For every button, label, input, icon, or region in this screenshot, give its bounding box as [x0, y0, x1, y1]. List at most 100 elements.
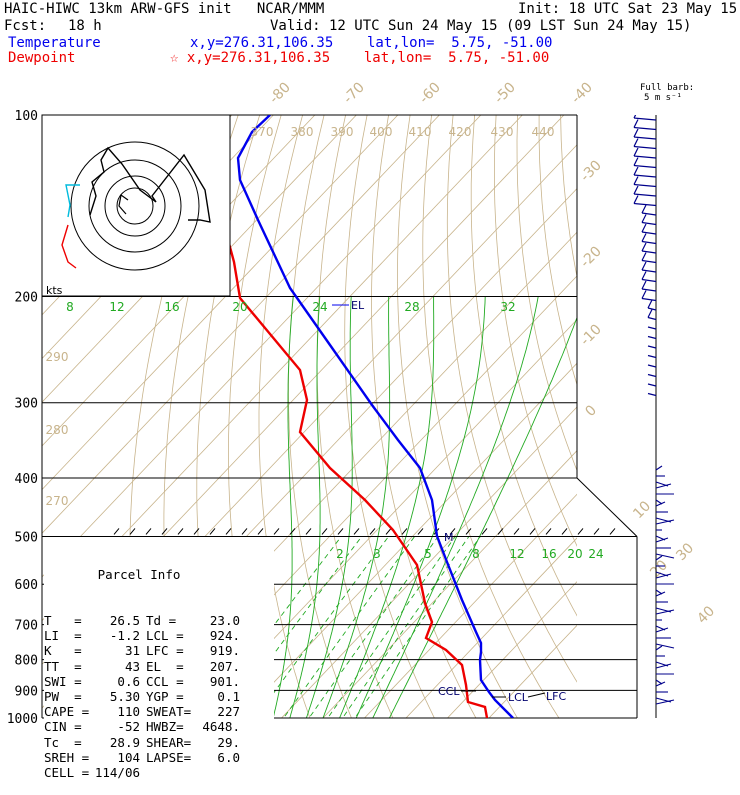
dry-adiabat: [289, 87, 357, 730]
isotherm-label: -70: [340, 79, 367, 106]
wind-barb: [648, 365, 656, 367]
parcel-info-cell: CIN =: [44, 719, 92, 734]
parcel-info-cell: SREH =: [44, 750, 92, 765]
level-tick: [466, 528, 471, 534]
mixing-ratio-label: 20: [567, 547, 582, 561]
wind-barb-flag: [642, 281, 646, 289]
isotherm: [269, 87, 740, 730]
level-tick: [130, 528, 135, 534]
level-tick: [322, 528, 327, 534]
wind-barb: [648, 356, 656, 358]
parcel-info-cell: PW =: [44, 689, 92, 704]
isotherm-label: 40: [694, 603, 718, 627]
mixing-ratio-label: 3: [373, 547, 381, 561]
parcel-info-cell: 114/06: [92, 765, 140, 780]
isotherm-label: -20: [577, 243, 604, 270]
wind-barb-flag: [634, 186, 638, 194]
wind-barb: [656, 466, 662, 470]
isotherm-label: 0: [582, 402, 600, 420]
dry-adiabat: [665, 87, 740, 730]
level-tick: [386, 528, 391, 534]
parcel-info-cell: 227: [196, 704, 240, 719]
theta-label: 410: [409, 125, 432, 139]
parcel-info-cell: TT =: [44, 659, 92, 674]
moist-adiabat-label: 16: [164, 300, 179, 314]
moist-adiabat-label: 20: [232, 300, 247, 314]
m-label: M: [444, 531, 454, 544]
wind-barb-flag: [634, 120, 638, 128]
wind-barb: [642, 261, 656, 263]
level-tick: [306, 528, 311, 534]
parcel-info-cell: EL =: [146, 659, 196, 674]
parcel-info-cell: -52: [92, 719, 140, 734]
hodo-units-label: kts: [46, 284, 63, 297]
level-tick: [114, 528, 119, 534]
lfc-tick: [528, 693, 545, 697]
mixing-ratio-label: 2: [336, 547, 344, 561]
parcel-info-cell: 901.: [196, 674, 240, 689]
isotherm-label: -40: [568, 79, 595, 106]
moist-adiabat: [389, 297, 584, 719]
wind-barb-flag: [642, 291, 646, 299]
isotherm-label: 10: [630, 498, 654, 522]
parcel-info-cell: 23.0: [196, 613, 240, 628]
wind-barb-flag: [642, 272, 646, 280]
pressure-tick-label: 300: [15, 397, 38, 412]
dry-adiabat: [582, 87, 740, 730]
isotherm-label: -10: [577, 321, 604, 348]
parcel-info-cell: LFC =: [146, 643, 196, 658]
dry-adiabat: [644, 87, 740, 730]
wind-barb: [648, 318, 656, 320]
level-tick: [610, 528, 615, 534]
ccl-label: CCL: [438, 685, 460, 698]
theta-label: 420: [449, 125, 472, 139]
level-tick: [146, 528, 151, 534]
lcl-label: LCL: [508, 691, 529, 704]
moist-adiabat: [323, 297, 390, 719]
level-tick: [514, 528, 519, 534]
parcel-info-cell: LCL =: [146, 628, 196, 643]
level-tick: [290, 528, 295, 534]
mixing-ratio-label: 8: [472, 547, 480, 561]
hodograph: kts: [42, 115, 230, 297]
parcel-info-cell: 29.: [196, 735, 240, 750]
theta-label: 390: [331, 125, 354, 139]
parcel-info-cell: CELL =: [44, 765, 92, 780]
parcel-info-cell: 26.5: [92, 613, 140, 628]
wind-barb: [642, 213, 656, 215]
parcel-info-cell: 43: [92, 659, 140, 674]
theta-label: 370: [251, 125, 274, 139]
mixing-ratio-label: 5: [424, 547, 432, 561]
theta-label: 440: [532, 125, 555, 139]
level-tick: [178, 528, 183, 534]
parcel-info-cell: 104: [92, 750, 140, 765]
pressure-tick-label: 700: [15, 619, 38, 634]
mixing-ratio-label: 12: [509, 547, 524, 561]
level-tick: [578, 528, 583, 534]
dry-adiabat: [623, 87, 740, 730]
isotherm-label: -80: [266, 79, 293, 106]
wind-barb: [642, 223, 656, 225]
wind-barb-flag: [634, 148, 638, 156]
wind-barbs: [634, 110, 674, 718]
dry-adiabat: [398, 87, 526, 730]
mixing-ratio-label: 24: [588, 547, 603, 561]
wind-barb-flag: [642, 205, 646, 213]
isotherm: [477, 87, 740, 730]
parcel-info-cell: 919.: [196, 643, 240, 658]
level-tick: [354, 528, 359, 534]
isotherm-label: 30: [673, 540, 697, 564]
wind-barb-flag: [642, 224, 646, 232]
theta-label: 270: [46, 494, 69, 508]
wind-barb-flag: [634, 110, 638, 118]
dry-adiabat: [602, 87, 740, 730]
parcel-info-cell: Td =: [146, 613, 196, 628]
